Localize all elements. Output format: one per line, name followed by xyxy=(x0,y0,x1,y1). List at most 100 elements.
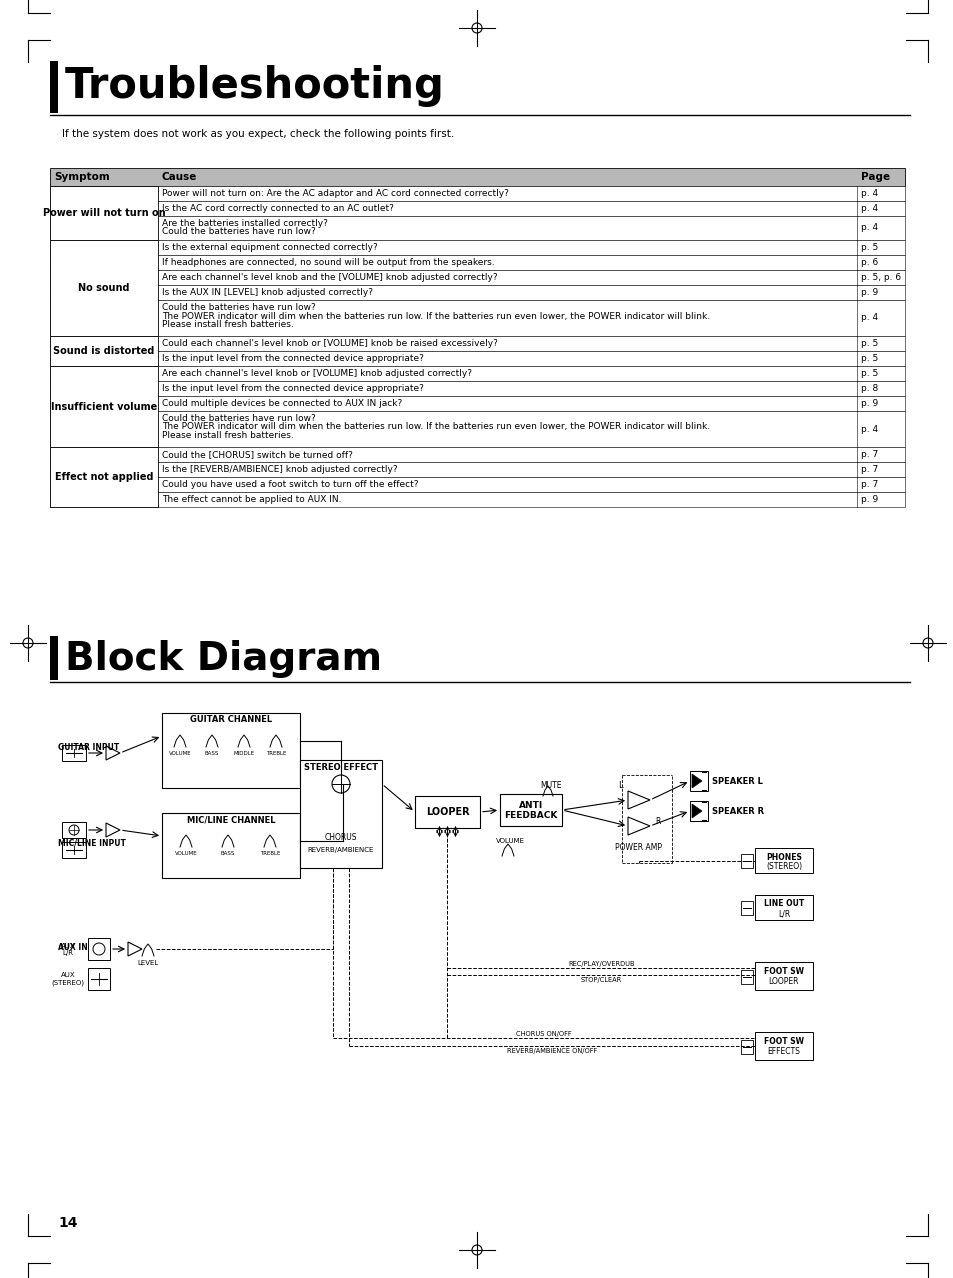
Text: p. 4: p. 4 xyxy=(861,424,877,433)
Text: Could the [CHORUS] switch be turned off?: Could the [CHORUS] switch be turned off? xyxy=(162,450,353,459)
Text: If headphones are connected, no sound will be output from the speakers.: If headphones are connected, no sound wi… xyxy=(162,258,494,267)
Text: CHORUS ON/OFF: CHORUS ON/OFF xyxy=(516,1031,571,1036)
Text: p. 7: p. 7 xyxy=(861,481,878,489)
Text: L: L xyxy=(617,781,621,790)
Text: Could each channel's level knob or [VOLUME] knob be raised excessively?: Could each channel's level knob or [VOLU… xyxy=(162,339,497,348)
Bar xyxy=(50,447,904,463)
Text: SPEAKER L: SPEAKER L xyxy=(711,777,762,786)
Bar xyxy=(299,760,381,868)
Text: L/R: L/R xyxy=(777,910,789,919)
Bar xyxy=(88,967,110,990)
Text: Troubleshooting: Troubleshooting xyxy=(65,65,444,107)
Bar xyxy=(50,240,158,336)
Text: p. 5, p. 6: p. 5, p. 6 xyxy=(861,273,901,282)
Bar xyxy=(50,61,58,112)
Text: The effect cannot be applied to AUX IN.: The effect cannot be applied to AUX IN. xyxy=(162,495,341,504)
Text: p. 5: p. 5 xyxy=(861,339,878,348)
Text: LINE OUT: LINE OUT xyxy=(763,900,803,909)
Text: SPEAKER R: SPEAKER R xyxy=(711,806,763,815)
Bar xyxy=(50,366,158,447)
Text: AUX
(STEREO): AUX (STEREO) xyxy=(51,973,85,985)
Bar xyxy=(740,970,752,984)
Text: FOOT SW: FOOT SW xyxy=(763,966,803,975)
Bar xyxy=(50,477,904,492)
Text: Please install fresh batteries.: Please install fresh batteries. xyxy=(162,431,294,440)
Text: AUX IN: AUX IN xyxy=(58,943,88,952)
Bar xyxy=(50,256,904,270)
Text: POWER AMP: POWER AMP xyxy=(615,843,661,852)
Bar xyxy=(88,938,110,960)
Text: STOP/CLEAR: STOP/CLEAR xyxy=(580,976,621,983)
Bar xyxy=(50,187,904,201)
Polygon shape xyxy=(691,804,701,818)
Bar xyxy=(50,167,904,187)
Text: Page: Page xyxy=(861,173,889,181)
Text: p. 5: p. 5 xyxy=(861,243,878,252)
Bar xyxy=(50,336,904,351)
Text: Please install fresh batteries.: Please install fresh batteries. xyxy=(162,320,294,328)
Bar xyxy=(50,366,904,381)
Text: Are each channel's level knob and the [VOLUME] knob adjusted correctly?: Are each channel's level knob and the [V… xyxy=(162,273,497,282)
Bar xyxy=(689,801,707,820)
Text: LOOPER: LOOPER xyxy=(425,806,469,817)
Text: EFFECTS: EFFECTS xyxy=(767,1048,800,1057)
Text: Is the external equipment connected correctly?: Is the external equipment connected corr… xyxy=(162,243,377,252)
Text: The POWER indicator will dim when the batteries run low. If the batteries run ev: The POWER indicator will dim when the ba… xyxy=(162,423,709,432)
Text: Is the AC cord correctly connected to an AC outlet?: Is the AC cord correctly connected to an… xyxy=(162,204,394,213)
Text: VOLUME: VOLUME xyxy=(495,838,524,843)
Text: BASS: BASS xyxy=(205,751,219,757)
Text: VOLUME: VOLUME xyxy=(174,851,197,856)
Bar xyxy=(740,1040,752,1054)
Text: Could the batteries have run low?: Could the batteries have run low? xyxy=(162,414,315,423)
Bar xyxy=(62,745,86,760)
Text: PHONES: PHONES xyxy=(765,852,801,861)
Text: If the system does not work as you expect, check the following points first.: If the system does not work as you expec… xyxy=(62,129,454,139)
Text: MIC/LINE CHANNEL: MIC/LINE CHANNEL xyxy=(187,815,275,824)
Text: Is the AUX IN [LEVEL] knob adjusted correctly?: Is the AUX IN [LEVEL] knob adjusted corr… xyxy=(162,288,373,296)
Text: p. 5: p. 5 xyxy=(861,354,878,363)
Text: Could you have used a foot switch to turn off the effect?: Could you have used a foot switch to tur… xyxy=(162,481,418,489)
Text: GUITAR CHANNEL: GUITAR CHANNEL xyxy=(190,716,272,725)
Text: p. 9: p. 9 xyxy=(861,288,878,296)
Text: (STEREO): (STEREO) xyxy=(765,863,801,872)
Text: TREBLE: TREBLE xyxy=(266,751,286,757)
Text: BASS: BASS xyxy=(220,851,235,856)
Text: p. 9: p. 9 xyxy=(861,399,878,408)
Bar xyxy=(499,794,561,826)
Text: Could the batteries have run low?: Could the batteries have run low? xyxy=(162,303,315,312)
Bar xyxy=(50,216,904,240)
Text: p. 5: p. 5 xyxy=(861,369,878,378)
Bar xyxy=(50,447,158,507)
Text: Is the [REVERB/AMBIENCE] knob adjusted correctly?: Is the [REVERB/AMBIENCE] knob adjusted c… xyxy=(162,465,397,474)
Text: Effect not applied: Effect not applied xyxy=(54,472,153,482)
Bar xyxy=(50,396,904,412)
Bar xyxy=(62,822,86,838)
Text: LOOPER: LOOPER xyxy=(768,978,799,987)
Text: Symptom: Symptom xyxy=(54,173,110,181)
Text: p. 6: p. 6 xyxy=(861,258,878,267)
Polygon shape xyxy=(691,774,701,789)
Bar xyxy=(50,412,904,447)
Text: MUTE: MUTE xyxy=(539,782,561,791)
Text: p. 4: p. 4 xyxy=(861,189,877,198)
Text: AUX
L/R: AUX L/R xyxy=(61,942,75,956)
Text: ANTI: ANTI xyxy=(518,800,542,809)
Bar xyxy=(50,351,904,366)
Text: REVERB/AMBIENCE: REVERB/AMBIENCE xyxy=(308,847,374,852)
Text: Power will not turn on: Power will not turn on xyxy=(43,208,165,219)
Text: FOOT SW: FOOT SW xyxy=(763,1036,803,1045)
Text: TREBLE: TREBLE xyxy=(259,851,280,856)
Text: MIC/LINE INPUT: MIC/LINE INPUT xyxy=(58,838,126,847)
Bar xyxy=(50,636,58,680)
Bar xyxy=(754,895,812,920)
Text: Sound is distorted: Sound is distorted xyxy=(53,346,154,357)
Text: REVERB/AMBIENCE ON/OFF: REVERB/AMBIENCE ON/OFF xyxy=(506,1048,597,1054)
Bar xyxy=(754,1033,812,1059)
Text: FEEDBACK: FEEDBACK xyxy=(504,810,558,819)
Text: Is the input level from the connected device appropriate?: Is the input level from the connected de… xyxy=(162,354,423,363)
Text: Could the batteries have run low?: Could the batteries have run low? xyxy=(162,227,315,236)
Text: p. 7: p. 7 xyxy=(861,465,878,474)
Bar xyxy=(62,842,86,858)
Bar xyxy=(50,336,158,366)
Text: Are the batteries installed correctly?: Are the batteries installed correctly? xyxy=(162,219,328,227)
